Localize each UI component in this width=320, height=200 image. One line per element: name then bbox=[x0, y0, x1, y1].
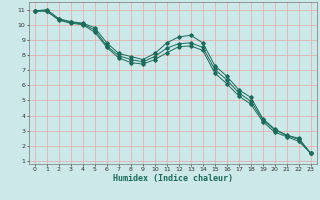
X-axis label: Humidex (Indice chaleur): Humidex (Indice chaleur) bbox=[113, 174, 233, 183]
